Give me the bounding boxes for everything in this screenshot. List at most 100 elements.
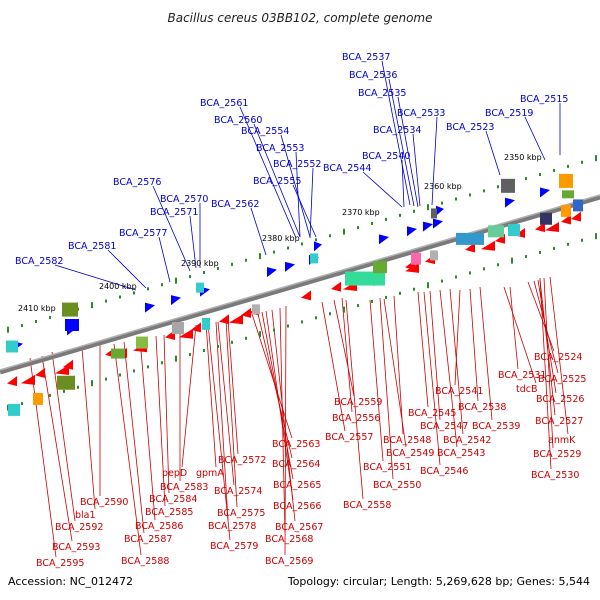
gene-label: BCA_2572 — [218, 455, 266, 466]
gene-label: BCA_2537 — [342, 52, 390, 63]
callout-line — [225, 319, 238, 508]
callout-line — [543, 277, 554, 449]
callout-line — [215, 321, 229, 521]
gene-box — [508, 224, 520, 237]
callout-line — [239, 106, 297, 239]
gene-label: BCA_2548 — [383, 435, 431, 446]
gene-label: BCA_2559 — [334, 397, 382, 408]
map-title: Bacillus cereus 03BB102, complete genome — [168, 11, 433, 25]
forward-gene-arrow — [436, 205, 444, 216]
gene-label: BCA_2561 — [200, 98, 248, 109]
gene-labels: BCA_2537 BCA_2536 BCA_2535 BCA_2533 BCA_2534… — [15, 52, 586, 569]
gene-label: BCA_2574 — [214, 486, 262, 497]
callout-line — [51, 351, 76, 522]
callout-line — [469, 288, 479, 402]
callout-line — [345, 299, 364, 500]
callout-line — [284, 305, 287, 556]
gene-box — [456, 232, 484, 245]
forward-gene-arrow — [433, 218, 443, 229]
gene-label: BCA_2581 — [68, 241, 116, 252]
callout-line — [509, 286, 519, 370]
callout-line — [393, 295, 404, 435]
gene-label: BCA_2524 — [534, 352, 582, 363]
callout-line — [295, 151, 301, 238]
gene-box — [252, 304, 260, 315]
reverse-gene-arrow — [241, 307, 251, 318]
callout-line — [524, 116, 546, 161]
reverse-gene-arrow — [545, 222, 559, 233]
gene-label: BCA_2570 — [160, 194, 208, 205]
gene-label: anmK — [548, 435, 576, 446]
callout-line — [381, 60, 411, 206]
gene-label: BCA_2595 — [36, 558, 84, 569]
gene-label: BCA_2525 — [538, 374, 586, 385]
gene-box — [62, 302, 78, 317]
callout-line — [279, 307, 286, 534]
reverse-gene-arrow — [219, 314, 229, 325]
gene-box — [310, 253, 318, 264]
callout-line — [362, 171, 403, 208]
gene-label: BCA_2577 — [119, 228, 167, 239]
forward-gene-arrow — [267, 267, 277, 278]
gene-label: BCA_2584 — [149, 494, 197, 505]
genome-backbone — [0, 194, 600, 375]
reverse-gene-arrow — [561, 214, 571, 225]
callout-line — [423, 291, 441, 466]
genome-backbone-highlight — [0, 194, 600, 371]
callout-line — [265, 310, 294, 501]
callout-line — [181, 324, 197, 468]
callout-line — [388, 78, 415, 207]
gene-label: BCA_2526 — [536, 394, 584, 405]
gene-box — [573, 199, 583, 212]
callout-line — [383, 298, 407, 448]
gene-label: BCA_2555 — [253, 176, 301, 187]
gene-box — [561, 204, 571, 217]
gene-label: BCA_2527 — [535, 416, 583, 427]
reverse-gene-arrow — [35, 367, 45, 378]
gene-label: BCA_2567 — [275, 522, 323, 533]
reverse-gene-arrow — [301, 290, 311, 301]
gene-label: BCA_2538 — [458, 402, 506, 413]
gene-box — [559, 173, 573, 188]
gene-label: BCA_2550 — [373, 480, 421, 491]
callout-line — [429, 290, 441, 421]
gene-label: BCA_2534 — [373, 125, 421, 136]
gene-label: BCA_2558 — [343, 500, 391, 511]
callout-line — [397, 96, 419, 208]
callout-line — [152, 185, 191, 272]
gene-label: BCA_2566 — [273, 501, 321, 512]
callout-line — [227, 319, 239, 455]
gene-label: BCA_2586 — [135, 521, 183, 532]
gene-label: BCA_2576 — [113, 177, 161, 188]
reverse-gene-arrow — [571, 211, 581, 222]
callout-line — [454, 289, 461, 386]
gene-label: BCA_2575 — [217, 508, 265, 519]
callout-line — [123, 341, 145, 534]
gene-label: BCA_2564 — [272, 459, 320, 470]
reverse-gene-arrow — [179, 328, 193, 339]
callout-line — [549, 276, 569, 435]
callout-line — [54, 264, 137, 291]
callout-line — [369, 299, 384, 462]
gene-label: BCA_2568 — [265, 534, 313, 545]
gene-box — [6, 340, 18, 353]
gene-label: BCA_2587 — [124, 534, 172, 545]
gene-label: BCA_2588 — [121, 556, 169, 567]
gene-label: tdcB — [516, 384, 538, 395]
gene-box — [431, 208, 437, 219]
forward-gene-arrow — [314, 241, 322, 252]
reverse-gene-arrow — [465, 242, 475, 253]
gene-label: BCA_2541 — [435, 386, 483, 397]
callout-line — [163, 334, 170, 494]
kbp-label: 2400 kbp — [99, 282, 137, 291]
callout-line — [250, 207, 267, 256]
gene-box — [488, 225, 504, 238]
callout-line — [449, 288, 464, 435]
gene-label: BCA_2593 — [52, 542, 100, 553]
callout-lines — [29, 60, 569, 558]
gene-label: BCA_2554 — [241, 126, 289, 137]
callout-line — [81, 347, 96, 510]
callout-line — [107, 249, 147, 289]
gene-box — [8, 403, 20, 416]
